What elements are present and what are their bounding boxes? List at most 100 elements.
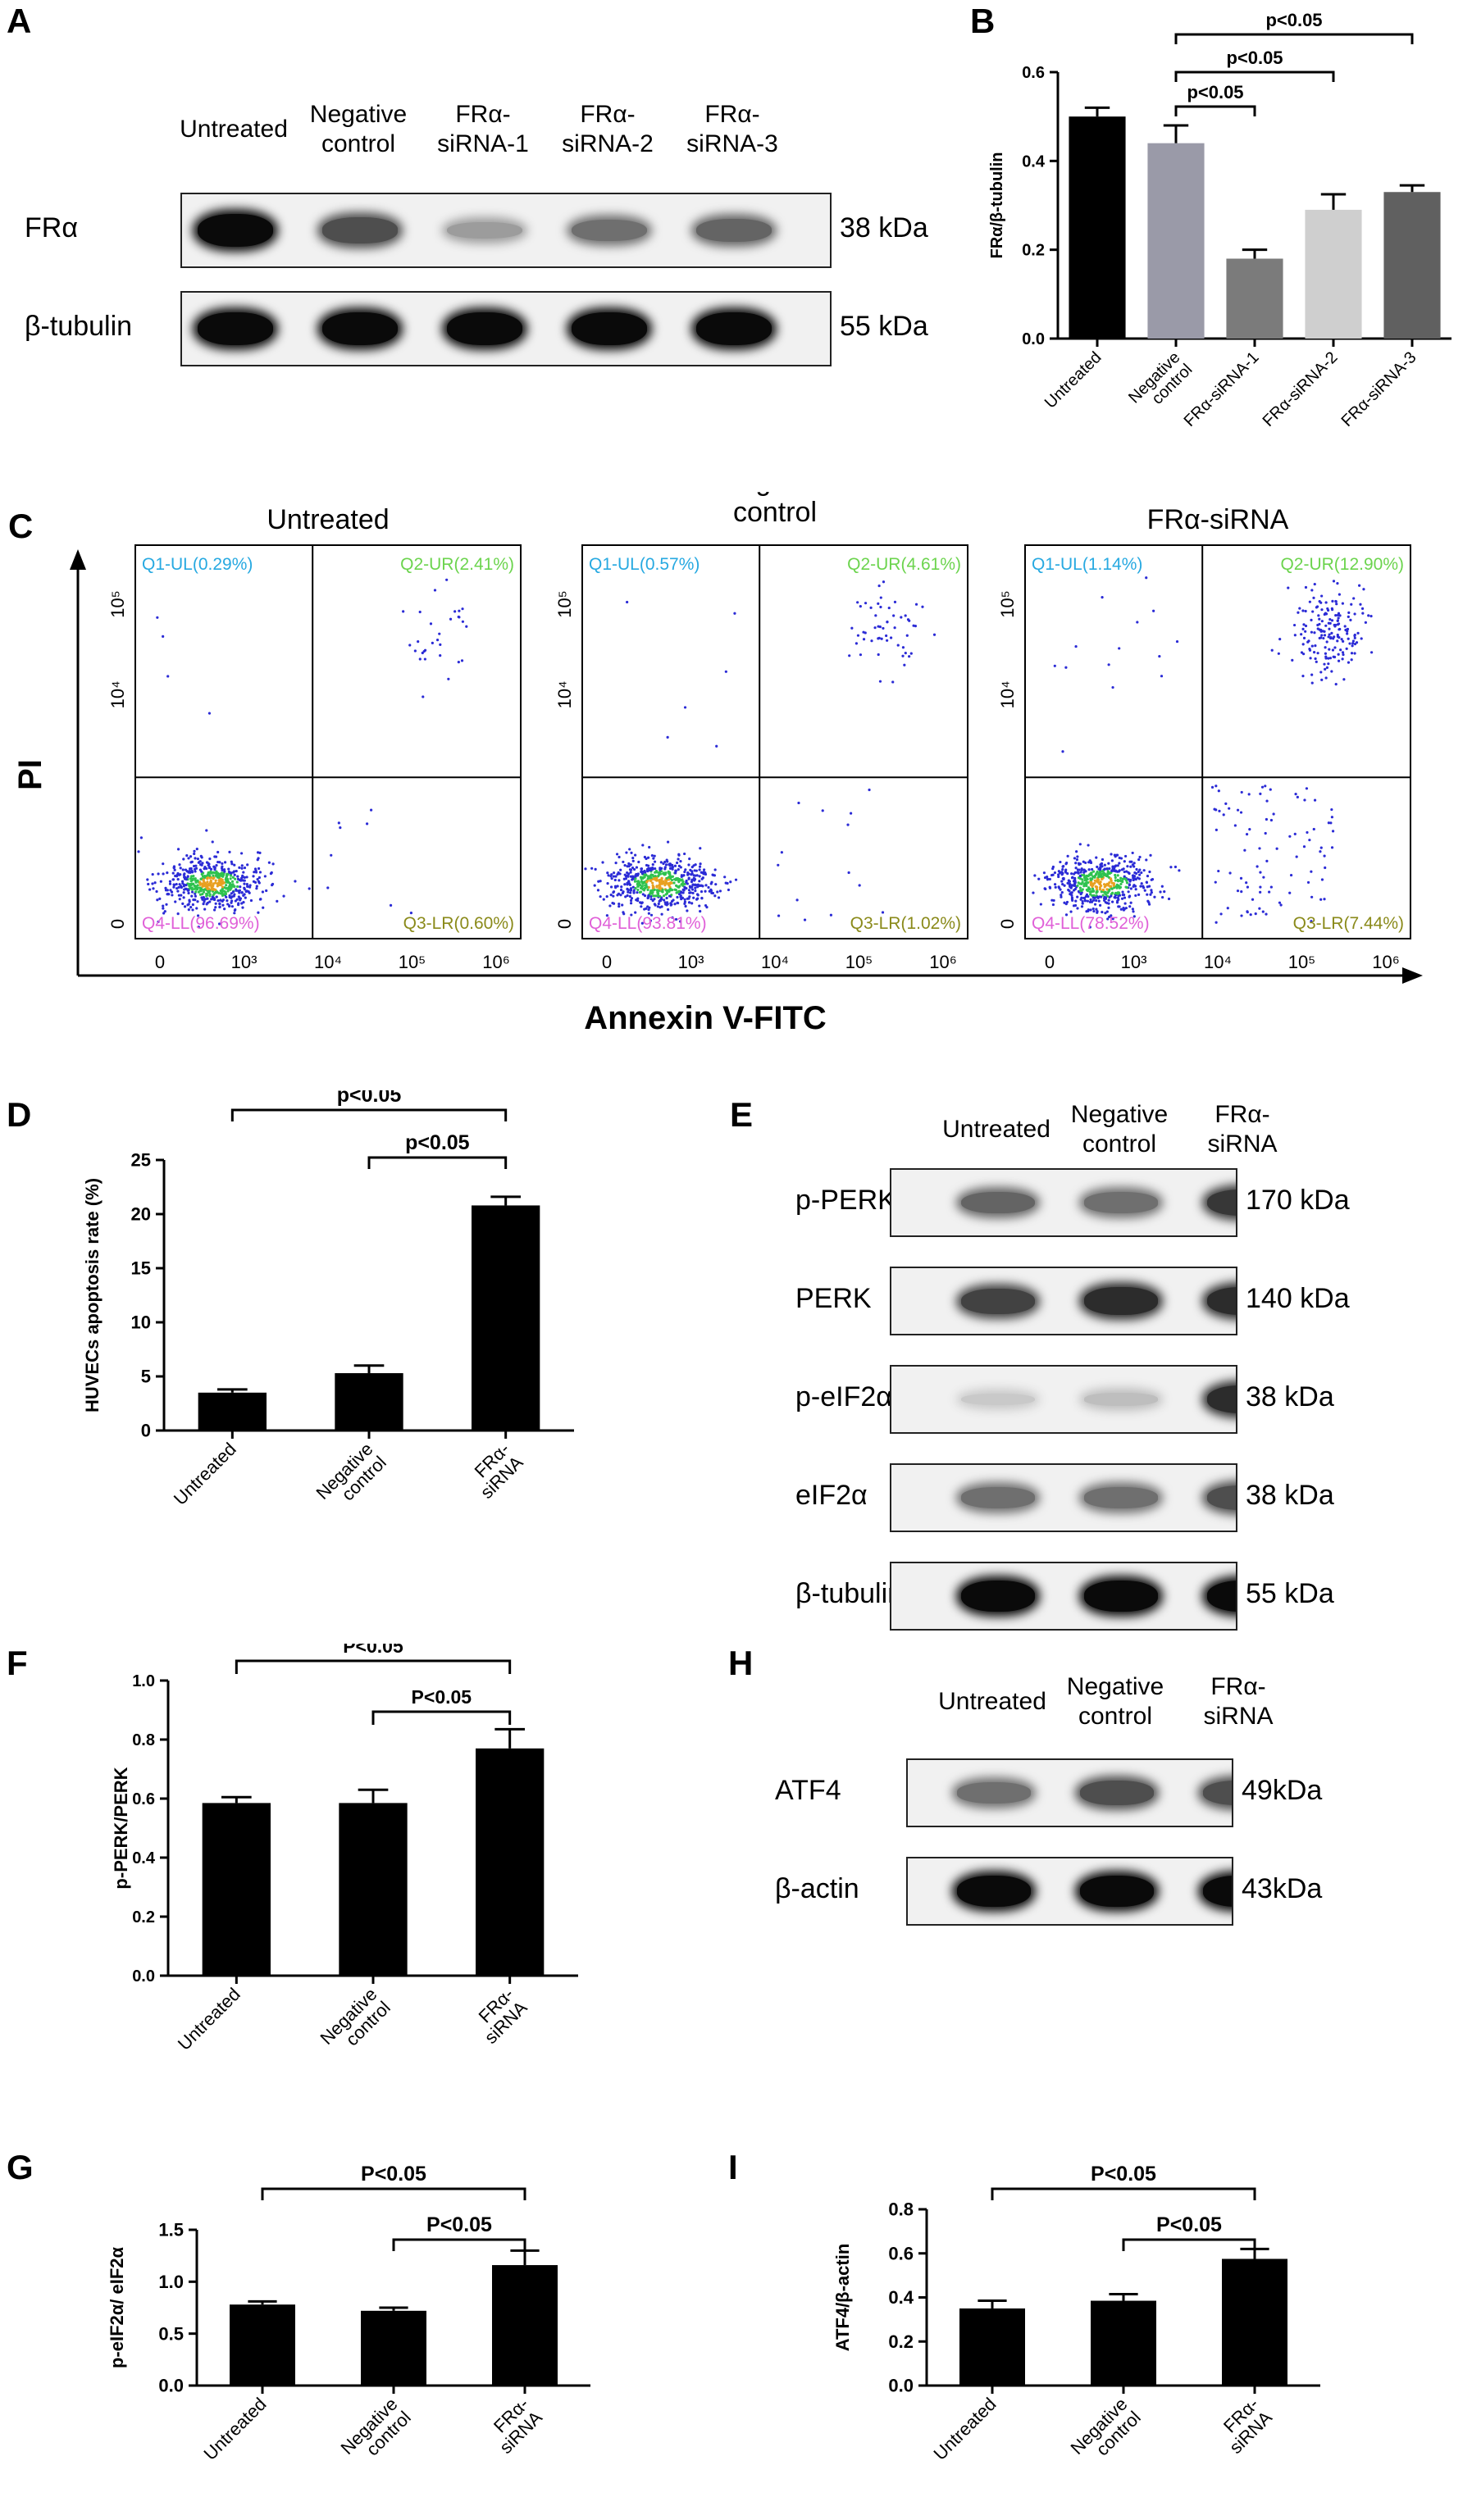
event-dot: [421, 651, 424, 655]
event-dot: [718, 889, 722, 893]
event-dot: [195, 848, 198, 851]
event-dot: [675, 885, 678, 888]
event-dot: [176, 848, 180, 851]
x-tick-label: Negativecontrol: [316, 1984, 394, 2062]
event-dot: [921, 605, 924, 608]
event-dot: [654, 903, 657, 907]
event-dot: [678, 920, 682, 923]
event-dot: [216, 850, 220, 854]
event-dot: [1328, 617, 1332, 621]
event-dot: [207, 866, 211, 870]
event-dot: [244, 896, 247, 899]
event-dot: [1215, 921, 1218, 924]
event-dot: [212, 884, 215, 888]
event-dot: [874, 614, 877, 617]
y-tick-label: 0.0: [132, 1967, 155, 1986]
event-dot: [1239, 876, 1243, 880]
event-dot: [1333, 646, 1337, 649]
event-dot: [253, 867, 257, 871]
protein-band: [1084, 1393, 1158, 1406]
flow-x-tick: 10⁶: [1372, 952, 1400, 972]
event-dot: [873, 626, 877, 630]
event-dot: [640, 885, 645, 888]
event-dot: [1347, 661, 1351, 664]
event-dot: [646, 864, 650, 867]
event-dot: [640, 905, 643, 908]
event-dot: [680, 890, 683, 894]
event-dot: [1287, 586, 1290, 589]
event-dot: [172, 883, 175, 886]
event-dot: [668, 876, 671, 879]
event-dot: [423, 648, 427, 652]
event-dot: [1298, 607, 1301, 610]
event-dot: [1101, 596, 1104, 599]
event-dot: [694, 863, 697, 867]
event-dot: [1301, 643, 1305, 646]
blot-strip: [906, 1857, 1233, 1926]
event-dot: [1116, 878, 1119, 882]
event-dot: [619, 868, 622, 871]
event-dot: [1118, 862, 1121, 865]
event-dot: [670, 878, 674, 882]
event-dot: [1089, 882, 1093, 886]
event-dot: [1327, 821, 1330, 825]
lane-label: Negative control: [309, 101, 408, 157]
event-dot: [606, 882, 609, 885]
western-blot-a: Untreated Negative control FRα- siRNA-1 FRα…: [0, 0, 968, 393]
event-dot: [1318, 628, 1321, 631]
event-dot: [1264, 831, 1267, 835]
flow-y-tick: 10⁴: [107, 680, 128, 708]
event-dot: [1078, 843, 1082, 846]
event-dot: [1134, 894, 1137, 898]
event-dot: [1270, 648, 1274, 652]
event-dot: [671, 888, 674, 892]
event-dot: [1310, 618, 1313, 621]
event-dot: [163, 910, 166, 913]
event-dot: [1304, 609, 1307, 613]
event-dot: [1347, 637, 1350, 640]
event-dot: [666, 860, 669, 863]
event-dot: [1323, 634, 1327, 637]
event-dot: [192, 875, 195, 878]
event-dot: [1304, 585, 1308, 589]
event-dot: [1087, 886, 1091, 889]
event-dot: [687, 876, 690, 880]
event-dot: [681, 891, 685, 894]
y-tick-label: 1.5: [158, 2220, 184, 2240]
event-dot: [648, 845, 651, 849]
event-dot: [222, 868, 226, 871]
event-dot: [1314, 657, 1317, 661]
event-dot: [257, 911, 260, 914]
y-tick-label: 0.8: [132, 1731, 155, 1749]
event-dot: [235, 870, 238, 873]
event-dot: [1065, 900, 1069, 904]
event-dot: [1091, 894, 1094, 898]
lane-label: Untreated: [180, 116, 288, 143]
event-dot: [698, 904, 701, 907]
event-dot: [659, 872, 663, 876]
event-dot: [212, 888, 216, 891]
event-dot: [180, 885, 183, 888]
event-dot: [1069, 893, 1072, 896]
event-dot: [1145, 880, 1149, 885]
event-dot: [1265, 799, 1269, 803]
event-dot: [1304, 624, 1308, 628]
event-dot: [1236, 808, 1240, 812]
event-dot: [668, 867, 672, 871]
event-dot: [1072, 904, 1076, 907]
event-dot: [1095, 907, 1098, 911]
event-dot: [156, 616, 159, 619]
event-dot: [885, 634, 888, 638]
event-dot: [1114, 891, 1118, 895]
event-dot: [164, 886, 167, 889]
y-tick-label: 0.6: [132, 1790, 155, 1808]
event-dot: [222, 881, 226, 885]
event-dot: [1259, 890, 1262, 894]
bar: [1305, 209, 1362, 339]
event-dot: [1346, 627, 1350, 631]
event-dot: [1318, 636, 1321, 640]
event-dot: [1117, 870, 1121, 873]
event-dot: [1215, 828, 1218, 831]
event-dot: [214, 879, 217, 882]
event-dot: [191, 903, 194, 907]
